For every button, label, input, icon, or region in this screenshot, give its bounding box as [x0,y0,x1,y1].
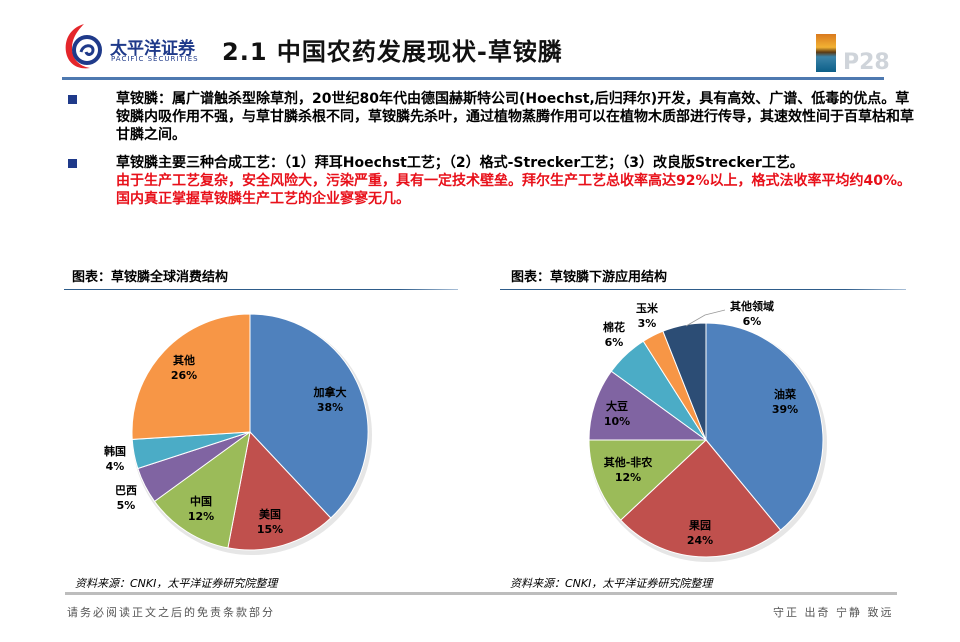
pie-label-果园: 果园 24% [686,519,714,547]
logo-text-cn: 太平洋证券 [110,39,195,59]
pie-label-其他: 其他 26% [170,354,198,382]
logo-emblem-icon [65,24,102,69]
pie-label-中国: 中国 12% [187,495,215,523]
pie-label-玉米: 玉米 3% [636,302,658,330]
bullet-text: 草铵膦主要三种合成工艺：（1）拜耳Hoechst工艺；（2）格式-Strecke… [116,155,804,171]
bullet-square-icon [68,95,77,104]
sunset-image [816,34,836,72]
left-chart-source: 资料来源：CNKI，太平洋证券研究院整理 [75,577,278,590]
logo-text-en: PACIFIC SECURITIES [111,55,199,63]
pie-label-油菜: 油菜 39% [771,388,799,416]
bullet-highlight-text: 由于生产工艺复杂，安全风险大，污染严重，具有一定技术壁垒。拜尔生产工艺总收率高达… [116,173,912,207]
pie-label-棉花: 棉花 6% [603,321,625,349]
footer-motto: 守正 出奇 宁静 致远 [773,606,894,619]
pie-label-韩国: 韩国 4% [104,445,126,473]
company-logo: 太平洋证券 PACIFIC SECURITIES [62,22,202,72]
footer-divider [65,592,897,595]
pie-label-大豆: 大豆 10% [603,400,631,428]
pie-slice [662,322,707,441]
bullet-square-icon [68,159,77,168]
pie-label-其他-非农: 其他-非农 12% [603,456,653,484]
pie-label-其他领域: 其他领域 6% [730,300,774,328]
footer-disclaimer: 请务必阅读正文之后的免责条款部分 [67,606,275,619]
left-chart-title: 图表：草铵膦全球消费结构 [72,270,229,285]
pie-slice [153,430,251,549]
pie-label-巴西: 巴西 5% [115,484,137,512]
header-divider [62,77,884,80]
left-chart-title-rule [64,289,458,290]
right-chart-title: 图表：草铵膦下游应用结构 [511,270,668,285]
bullet-item: 草铵膦：属广谱触杀型除草剂，20世纪80年代由德国赫斯特公司(Hoechst,后… [68,90,918,144]
pie-label-美国: 美国 15% [256,508,284,536]
right-chart-title-rule [500,289,906,290]
right-chart-source: 资料来源：CNKI，太平洋证券研究院整理 [510,577,713,590]
pie-slice [705,322,824,531]
bullet-item: 草铵膦主要三种合成工艺：（1）拜耳Hoechst工艺；（2）格式-Strecke… [68,154,918,208]
page-title: 2.1 中国农药发展现状-草铵膦 [222,38,563,66]
pie-label-加拿大: 加拿大 38% [313,386,347,414]
bullet-list: 草铵膦：属广谱触杀型除草剂，20世纪80年代由德国赫斯特公司(Hoechst,后… [68,90,918,218]
bullet-text: 草铵膦：属广谱触杀型除草剂，20世纪80年代由德国赫斯特公司(Hoechst,后… [116,91,914,143]
page-number: P28 [843,50,890,75]
pie-slice [137,431,251,503]
pie-slice [642,330,707,441]
pie-slice [131,431,251,470]
pie-slice [249,313,369,519]
